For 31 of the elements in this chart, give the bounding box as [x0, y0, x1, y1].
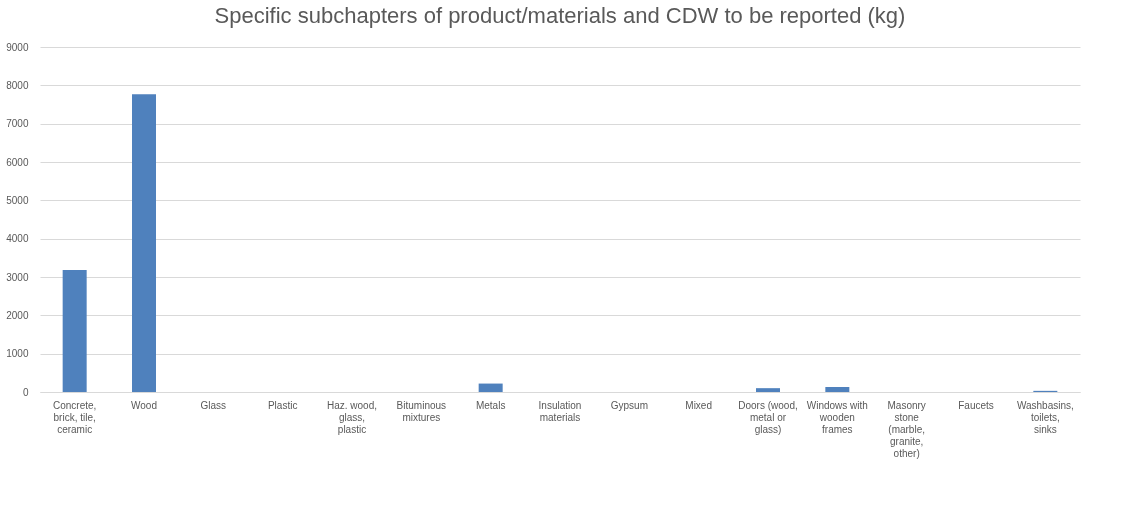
x-tick-label: Bituminous mixtures	[396, 399, 447, 423]
x-tick-label: Insulation materials	[538, 399, 582, 423]
y-tick-label: 6000	[6, 156, 29, 168]
y-tick-label: 7000	[6, 118, 29, 130]
bar	[132, 94, 156, 392]
y-tick-label: 1000	[6, 348, 29, 360]
y-tick-label: 4000	[6, 233, 29, 245]
bar	[825, 387, 850, 392]
x-tick-label: Plastic	[267, 399, 298, 411]
x-tick-label: Mixed	[685, 399, 713, 411]
x-tick-label: Metals	[475, 399, 506, 411]
y-tick-label: 9000	[6, 41, 29, 53]
y-tick-label: 5000	[6, 194, 29, 206]
x-tick-label: Wood	[131, 399, 157, 411]
bar	[478, 383, 503, 392]
bar	[62, 270, 87, 392]
x-tick-label: Faucets	[958, 399, 994, 411]
y-tick-label: 8000	[6, 79, 29, 91]
x-tick-label: Windows with wooden frames	[806, 399, 868, 435]
x-tick-label: Concrete, brick, tile, ceramic	[52, 399, 97, 435]
y-tick-label: 0	[22, 386, 29, 398]
y-tick-label: 3000	[6, 271, 29, 283]
x-tick-label: Haz. wood, glass, plastic	[326, 399, 378, 435]
y-tick-label: 2000	[6, 309, 29, 321]
x-tick-label: Glass	[200, 399, 227, 411]
x-tick-label: Gypsum	[610, 399, 648, 411]
x-tick-label: Washbasins, toilets, sinks	[1016, 399, 1074, 435]
x-tick-label: Doors (wood, metal or glass)	[738, 399, 798, 435]
bar	[756, 388, 780, 392]
chart-title: Specific subchapters of product/materials and CDW to be reported (kg)	[214, 3, 906, 28]
x-tick-label: Masonry stone (marble, granite, other)	[887, 399, 926, 459]
